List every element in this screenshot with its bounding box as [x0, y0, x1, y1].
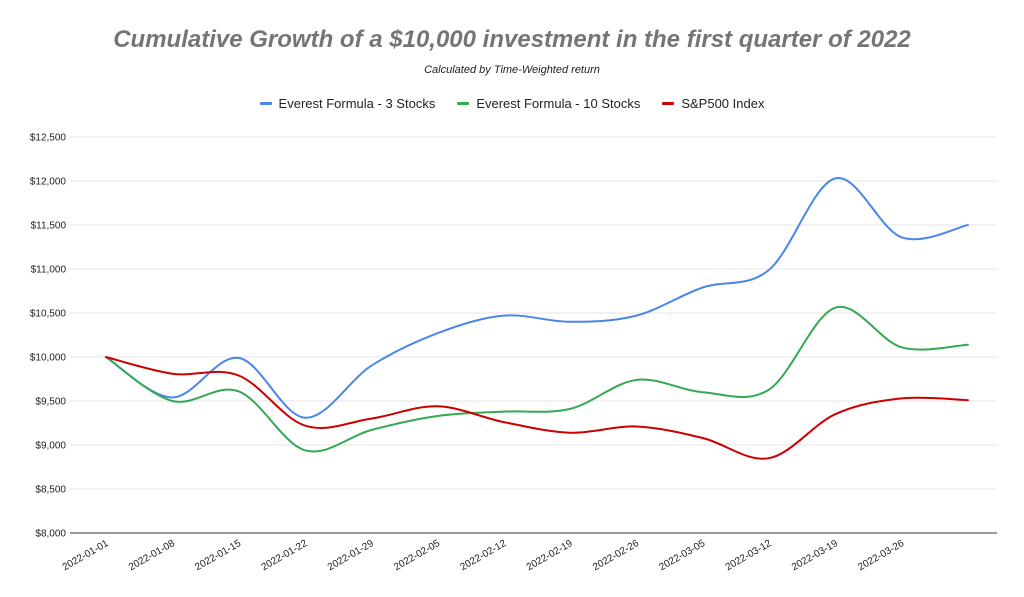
chart-title: Cumulative Growth of a $10,000 investmen…	[113, 26, 911, 53]
x-tick-label: 2022-03-26	[856, 538, 906, 573]
series-line-3-stocks	[105, 177, 969, 419]
series-line-10-stocks	[105, 305, 969, 453]
chart-subtitle: Calculated by Time-Weighted return	[424, 64, 600, 76]
gridlines	[70, 136, 997, 534]
series-line-sp500	[105, 356, 969, 460]
x-tick-label: 2022-02-05	[392, 538, 442, 573]
x-axis-ticks: 2022-01-01 2022-01-08 2022-01-15 2022-01-22…	[61, 538, 907, 573]
legend-label-sp500: S&P500 Index	[681, 96, 765, 111]
legend-label-3-stocks: Everest Formula - 3 Stocks	[278, 96, 436, 111]
x-tick-label: 2022-01-22	[260, 538, 310, 573]
legend-item-3-stocks[interactable]: Everest Formula - 3 Stocks	[259, 96, 436, 111]
y-tick-label: $8,500	[35, 485, 66, 496]
legend-item-10-stocks[interactable]: Everest Formula - 10 Stocks	[457, 96, 640, 111]
x-tick-label: 2022-02-12	[458, 538, 508, 573]
y-tick-label: $10,500	[30, 309, 67, 320]
legend-swatch-3-stocks	[259, 102, 272, 105]
y-tick-label: $11,500	[31, 221, 67, 232]
x-tick-label: 2022-03-19	[790, 538, 840, 573]
legend-label-10-stocks: Everest Formula - 10 Stocks	[476, 96, 641, 111]
y-tick-label: $11,000	[31, 265, 67, 276]
x-tick-label: 2022-01-01	[61, 538, 111, 573]
y-tick-label: $9,000	[35, 441, 66, 452]
x-tick-label: 2022-03-12	[724, 538, 774, 573]
legend-swatch-10-stocks	[457, 102, 470, 105]
legend-item-sp500[interactable]: S&P500 Index	[662, 96, 764, 111]
legend: Everest Formula - 3 Stocks Everest Formu…	[0, 96, 1024, 111]
x-tick-label: 2022-02-19	[525, 538, 575, 573]
x-tick-label: 2022-03-05	[657, 538, 707, 573]
y-tick-label: $9,500	[35, 397, 66, 408]
legend-swatch-sp500	[662, 102, 675, 105]
x-tick-label: 2022-01-08	[127, 538, 177, 573]
y-tick-label: $8,000	[35, 529, 66, 540]
x-tick-label: 2022-02-26	[591, 538, 641, 573]
y-tick-label: $12,500	[30, 133, 67, 144]
y-tick-label: $10,000	[30, 353, 67, 364]
x-tick-label: 2022-01-29	[326, 538, 376, 573]
y-tick-label: $12,000	[30, 177, 67, 188]
series-lines	[105, 177, 969, 460]
x-tick-label: 2022-01-15	[193, 538, 243, 573]
y-axis-ticks: $8,000 $8,500 $9,000 $9,500 $10,000 $10,500 $1…	[30, 133, 67, 540]
